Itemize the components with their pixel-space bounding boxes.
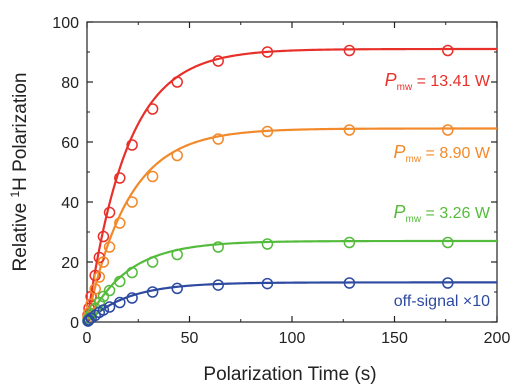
series-label: Pmw = 13.41 W	[385, 70, 491, 93]
data-point	[114, 296, 126, 309]
data-point	[261, 238, 274, 250]
y-tick-label: 100	[52, 15, 79, 32]
data-point	[114, 172, 126, 184]
data-point	[171, 149, 183, 162]
data-point	[146, 256, 159, 268]
data-point	[442, 124, 454, 136]
data-point	[97, 256, 110, 268]
data-point	[89, 283, 101, 295]
data-point	[103, 301, 116, 313]
data-point	[261, 277, 274, 290]
fit-curve	[86, 281, 497, 323]
series-labels: Pmw = 13.41 W Pmw = 8.90 W Pmw = 3.26 W off…	[385, 70, 491, 310]
data-point	[146, 286, 159, 298]
data-point	[126, 292, 138, 304]
fit-curves	[85, 47, 497, 323]
data-point	[114, 217, 126, 229]
data-point	[114, 275, 126, 288]
data-point	[97, 290, 110, 303]
x-tick-label: 150	[381, 330, 408, 347]
data-point	[261, 125, 274, 138]
data-point	[126, 139, 138, 151]
y-tick-label: 60	[61, 135, 79, 152]
data-point	[97, 304, 110, 316]
data-point	[212, 55, 224, 67]
data-point	[343, 44, 356, 57]
data-point	[261, 46, 274, 58]
data-point	[212, 241, 224, 253]
data-point	[442, 236, 454, 249]
x-tick-label: 0	[83, 330, 92, 347]
x-axis-title: Polarization Time (s)	[203, 364, 376, 385]
data-point	[103, 241, 116, 253]
y-tick-label: 20	[61, 255, 79, 272]
data-point	[343, 277, 356, 289]
data-point	[146, 170, 159, 183]
data-point	[171, 76, 183, 88]
data-point	[343, 124, 356, 136]
data-point	[212, 133, 224, 145]
y-tick-label: 0	[70, 315, 79, 332]
data-point	[93, 271, 106, 283]
data-point	[343, 236, 356, 249]
series-label: Pmw = 3.26 W	[394, 202, 491, 225]
series-label: Pmw = 8.90 W	[394, 142, 491, 165]
data-point	[82, 315, 94, 327]
data-point	[126, 196, 138, 208]
data-point	[126, 266, 138, 279]
data-point	[97, 230, 110, 243]
x-tick-label: 200	[484, 330, 511, 347]
fit-curve	[85, 127, 497, 323]
x-tick-label: 100	[279, 330, 306, 347]
y-axis-title: Relative 1H Polarization	[8, 73, 31, 272]
data-point	[171, 282, 183, 295]
fit-curve	[85, 47, 497, 323]
data-point	[146, 103, 159, 115]
data-point	[103, 284, 116, 297]
fit-curve	[86, 239, 497, 323]
data-markers	[82, 44, 454, 327]
y-tick-label: 40	[61, 195, 79, 212]
data-point	[89, 302, 101, 315]
data-point	[442, 44, 454, 57]
series-label: off-signal ×10	[394, 293, 490, 310]
data-point	[103, 206, 116, 219]
x-tick-label: 50	[181, 330, 199, 347]
data-point	[171, 248, 183, 261]
ticks: 0 50 100 150 200 0 20 40 60 80 100	[52, 15, 510, 347]
data-point	[442, 277, 454, 289]
data-point	[212, 279, 224, 291]
y-tick-label: 80	[61, 75, 79, 92]
